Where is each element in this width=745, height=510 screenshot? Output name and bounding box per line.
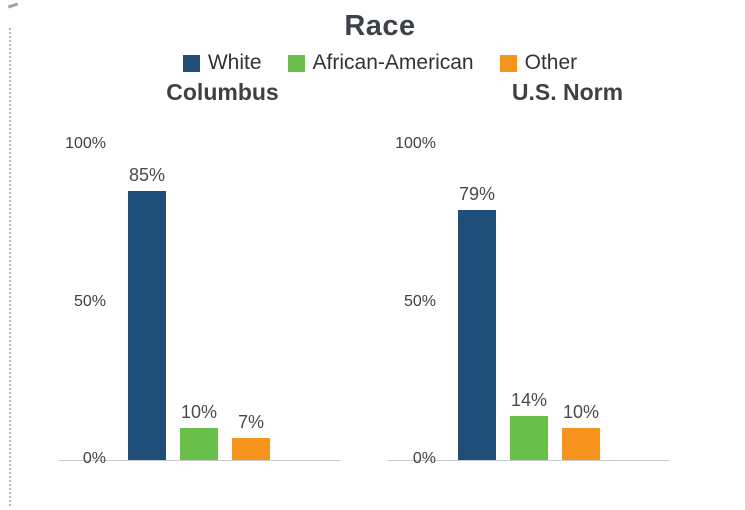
- y-tick-50: 50%: [403, 293, 436, 310]
- legend-label: Other: [524, 51, 578, 74]
- charts-row: 100% 50% 0% 85% 10% 7%: [58, 135, 730, 467]
- legend-label: White: [207, 51, 262, 74]
- bar-value-label: 14%: [510, 389, 548, 410]
- chart-container: Race White African-American Other Columb…: [30, 10, 730, 467]
- bar-group-african-american: 14%: [510, 144, 548, 460]
- chart-panel-us-norm: 100% 50% 0% 79% 14% 10%: [388, 135, 670, 467]
- legend-item-african-american: African-American: [287, 51, 474, 75]
- bar-african-american: [180, 428, 218, 460]
- panel-title-columbus: Columbus: [166, 79, 279, 105]
- bar-other: [232, 437, 270, 460]
- bar-group-white: 85%: [128, 144, 166, 460]
- bar-value-label: 10%: [562, 402, 600, 423]
- slide-edge-dotted-line: [9, 28, 11, 506]
- bar-other: [562, 428, 600, 460]
- bar-value-label: 85%: [128, 165, 166, 186]
- corner-mark: [7, 2, 19, 9]
- legend-swatch-white: [182, 54, 200, 72]
- panel-title-us-norm: U.S. Norm: [511, 79, 624, 105]
- plot-area-columbus: 85% 10% 7%: [116, 144, 340, 460]
- bar-white: [458, 210, 496, 460]
- bar-group-african-american: 10%: [180, 144, 218, 460]
- y-tick-0: 0%: [82, 450, 106, 468]
- y-tick-100: 100%: [395, 135, 436, 152]
- bar-group-white: 79%: [458, 144, 496, 460]
- legend-item-other: Other: [499, 51, 578, 75]
- chart-panel-columbus: 100% 50% 0% 85% 10% 7%: [58, 135, 340, 467]
- plot-area-us-norm: 79% 14% 10%: [446, 144, 670, 460]
- bar-group-other: 10%: [562, 144, 600, 460]
- legend-label: African-American: [312, 51, 474, 74]
- y-axis-columbus: 100% 50% 0%: [58, 135, 116, 467]
- legend-swatch-african-american: [287, 54, 305, 72]
- legend-swatch-other: [499, 54, 517, 72]
- legend-item-white: White: [182, 51, 262, 75]
- bar-value-label: 7%: [237, 411, 264, 432]
- bar-african-american: [510, 415, 548, 460]
- y-tick-0: 0%: [412, 450, 436, 468]
- chart-title: Race: [344, 10, 416, 42]
- bar-group-other: 7%: [232, 144, 270, 460]
- chart-legend: White African-American Other: [30, 51, 730, 75]
- bar-value-label: 10%: [180, 402, 218, 423]
- bar-white: [128, 191, 166, 460]
- y-axis-us-norm: 100% 50% 0%: [388, 135, 446, 467]
- y-tick-100: 100%: [65, 135, 106, 152]
- y-tick-50: 50%: [73, 293, 106, 310]
- panel-titles-row: Columbus U.S. Norm: [30, 79, 730, 106]
- bar-value-label: 79%: [458, 184, 496, 205]
